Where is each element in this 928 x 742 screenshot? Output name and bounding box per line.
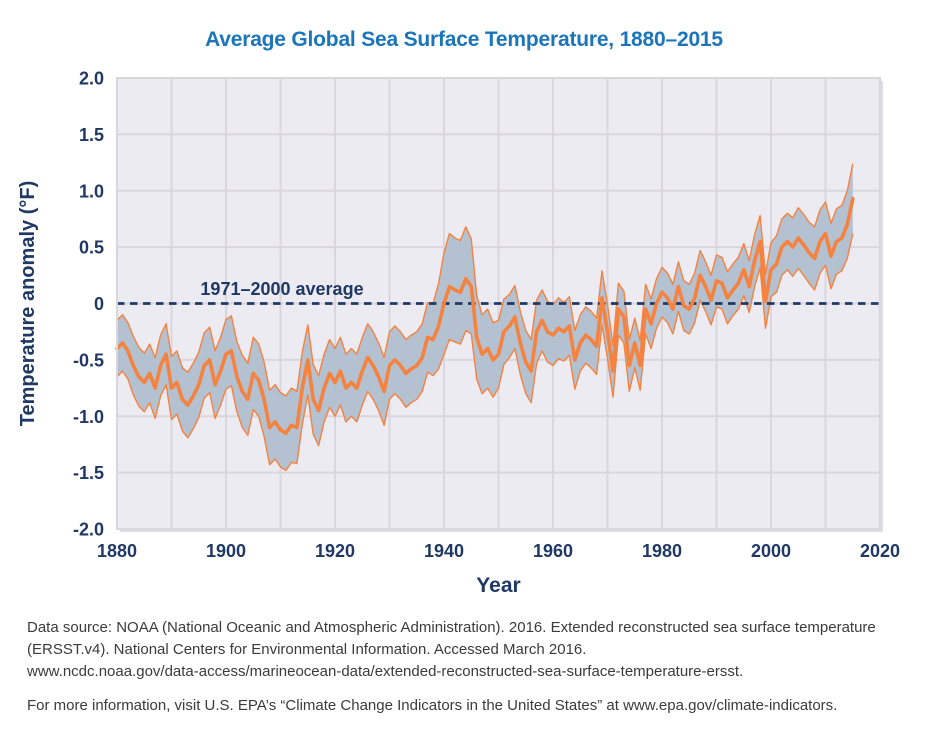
x-tick-label: 1880 <box>97 541 137 561</box>
y-tick-label: 1.0 <box>79 181 104 201</box>
confidence-band-upper-edge <box>116 163 854 397</box>
more-information-text: For more information, visit U.S. EPA’s “… <box>27 695 837 717</box>
x-tick-label: 1960 <box>533 541 573 561</box>
x-tick-label: 1900 <box>206 541 246 561</box>
data-source-url: www.ncdc.noaa.gov/data-access/marineocea… <box>27 663 744 680</box>
sea-surface-temperature-chart: 1971–2000 average 2.0 1.5 1.0 0.5 0 -0.5 -1.0 -1… <box>17 69 900 598</box>
chart-title: Average Global Sea Surface Temperature, … <box>205 28 723 51</box>
plot-frame <box>116 77 881 530</box>
y-tick-label: -2.0 <box>73 520 104 540</box>
y-tick-label: 1.5 <box>79 125 104 145</box>
data-source-line-1: Data source: NOAA (National Oceanic and … <box>27 619 876 636</box>
y-axis-title: Temperature anomaly (°F) <box>17 181 39 426</box>
y-tick-label: 0.5 <box>79 238 104 258</box>
anomaly-line <box>115 196 855 436</box>
more-information-line: For more information, visit U.S. EPA’s “… <box>27 697 838 714</box>
baseline-label: 1971–2000 average <box>200 279 363 299</box>
x-tick-label: 1940 <box>424 541 464 561</box>
x-tick-label: 2000 <box>751 541 791 561</box>
x-tick-label: 2020 <box>860 541 900 561</box>
confidence-band-lower-edge <box>116 233 854 472</box>
y-tick-label: -1.5 <box>73 463 104 483</box>
data-source-line-2: (ERSST.v4). National Centers for Environ… <box>27 641 587 658</box>
y-tick-label: -0.5 <box>73 350 104 370</box>
x-axis-title: Year <box>476 574 520 597</box>
data-source-text: Data source: NOAA (National Oceanic and … <box>27 617 876 683</box>
y-tick-label: 0 <box>94 294 104 314</box>
x-tick-label: 1920 <box>315 541 355 561</box>
y-tick-label: -1.0 <box>73 407 104 427</box>
x-tick-label: 1980 <box>642 541 682 561</box>
y-tick-label: 2.0 <box>79 69 104 89</box>
